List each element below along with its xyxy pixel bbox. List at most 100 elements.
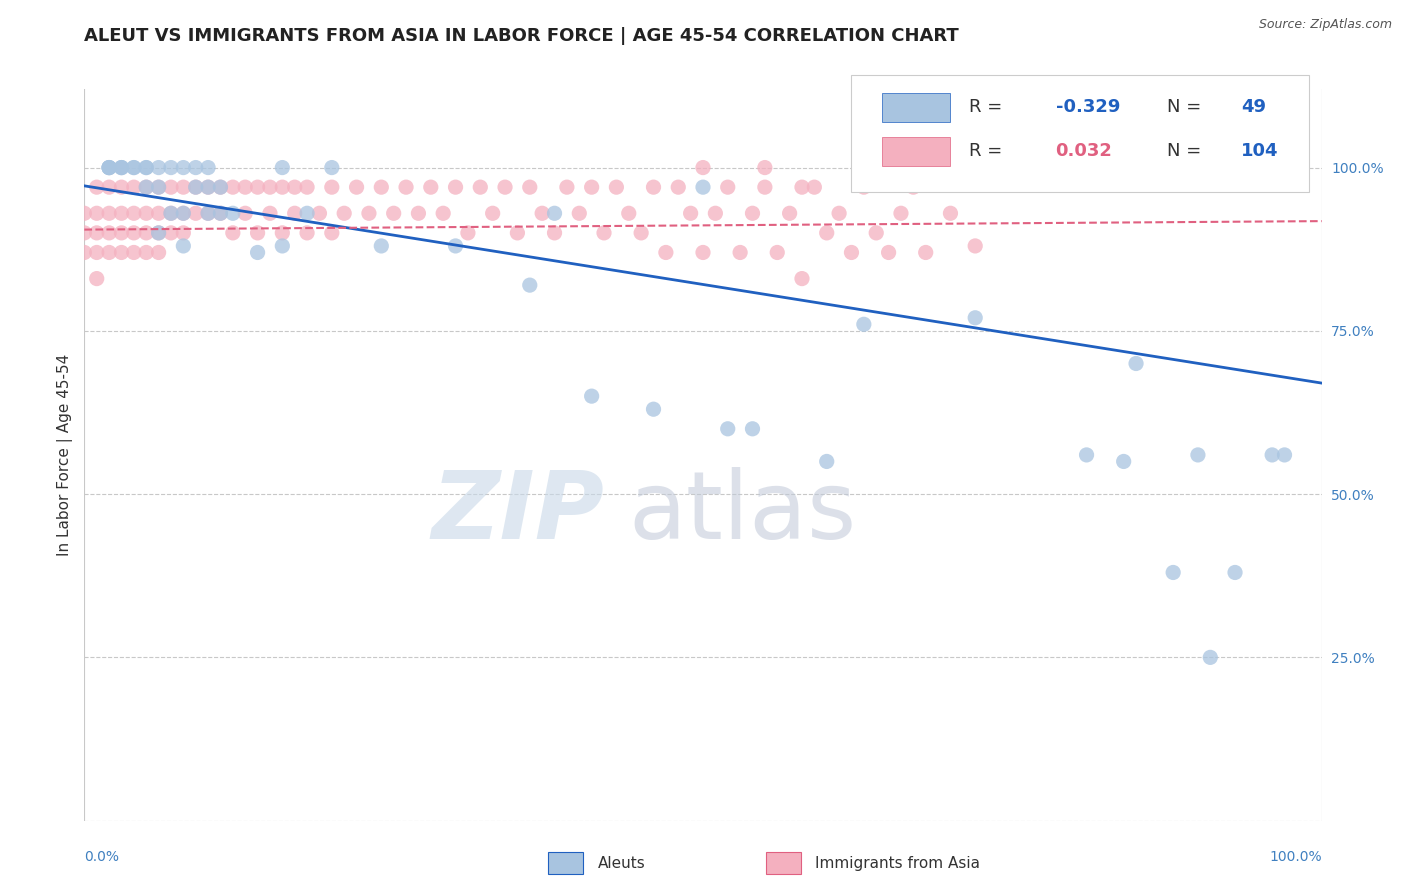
Point bbox=[346, 180, 368, 194]
FancyBboxPatch shape bbox=[883, 93, 950, 122]
Point bbox=[692, 161, 714, 175]
Point bbox=[965, 239, 987, 253]
Point bbox=[519, 278, 541, 293]
Point bbox=[122, 226, 145, 240]
Point bbox=[470, 180, 492, 194]
Point bbox=[1125, 357, 1147, 371]
Point bbox=[73, 226, 96, 240]
Point bbox=[135, 161, 157, 175]
Point bbox=[246, 180, 269, 194]
Text: ALEUT VS IMMIGRANTS FROM ASIA IN LABOR FORCE | AGE 45-54 CORRELATION CHART: ALEUT VS IMMIGRANTS FROM ASIA IN LABOR F… bbox=[84, 27, 959, 45]
Point bbox=[828, 206, 851, 220]
Point bbox=[543, 206, 565, 220]
Point bbox=[172, 226, 194, 240]
Point bbox=[679, 206, 702, 220]
Point bbox=[135, 180, 157, 194]
Point bbox=[197, 180, 219, 194]
Point bbox=[122, 161, 145, 175]
Text: Aleuts: Aleuts bbox=[598, 855, 645, 871]
Point bbox=[222, 226, 245, 240]
Point bbox=[481, 206, 503, 220]
Point bbox=[593, 226, 616, 240]
Point bbox=[86, 245, 108, 260]
Point bbox=[284, 180, 307, 194]
Point bbox=[233, 206, 256, 220]
Point bbox=[519, 180, 541, 194]
Text: 100.0%: 100.0% bbox=[1270, 850, 1322, 863]
Point bbox=[73, 245, 96, 260]
Point bbox=[197, 180, 219, 194]
Point bbox=[110, 206, 132, 220]
Point bbox=[135, 180, 157, 194]
Point bbox=[1187, 448, 1209, 462]
Text: 104: 104 bbox=[1241, 143, 1278, 161]
Point bbox=[295, 226, 318, 240]
Point bbox=[98, 161, 121, 175]
Point bbox=[98, 226, 121, 240]
Point bbox=[333, 206, 356, 220]
Point bbox=[692, 180, 714, 194]
Point bbox=[209, 206, 232, 220]
Point bbox=[135, 245, 157, 260]
Point bbox=[717, 422, 740, 436]
Point bbox=[790, 180, 813, 194]
Point bbox=[160, 226, 183, 240]
Point bbox=[295, 180, 318, 194]
Point bbox=[172, 180, 194, 194]
Point bbox=[1199, 650, 1222, 665]
Point bbox=[160, 180, 183, 194]
Point bbox=[543, 226, 565, 240]
Point bbox=[877, 245, 900, 260]
Point bbox=[506, 226, 529, 240]
Point bbox=[172, 239, 194, 253]
Point bbox=[728, 245, 751, 260]
Point bbox=[555, 180, 578, 194]
Text: N =: N = bbox=[1167, 98, 1206, 117]
Point bbox=[110, 226, 132, 240]
Point bbox=[779, 206, 801, 220]
Point bbox=[172, 161, 194, 175]
Point bbox=[643, 402, 665, 417]
Point bbox=[666, 180, 689, 194]
Point bbox=[605, 180, 627, 194]
Point bbox=[357, 206, 380, 220]
Point bbox=[630, 226, 652, 240]
Point bbox=[110, 161, 132, 175]
Point bbox=[122, 180, 145, 194]
Point bbox=[209, 206, 232, 220]
Point bbox=[321, 161, 343, 175]
Text: ZIP: ZIP bbox=[432, 467, 605, 559]
Y-axis label: In Labor Force | Age 45-54: In Labor Force | Age 45-54 bbox=[58, 354, 73, 556]
Text: 49: 49 bbox=[1241, 98, 1267, 117]
Text: -0.329: -0.329 bbox=[1056, 98, 1121, 117]
Point bbox=[531, 206, 554, 220]
Point bbox=[568, 206, 591, 220]
Point bbox=[184, 180, 207, 194]
Point bbox=[160, 161, 183, 175]
Point bbox=[148, 226, 170, 240]
Point bbox=[86, 226, 108, 240]
Point bbox=[754, 180, 776, 194]
Point bbox=[581, 180, 603, 194]
Point bbox=[903, 180, 925, 194]
Point bbox=[444, 180, 467, 194]
Point bbox=[717, 180, 740, 194]
Text: R =: R = bbox=[969, 143, 1008, 161]
Point bbox=[73, 206, 96, 220]
Point bbox=[419, 180, 441, 194]
Point bbox=[494, 180, 516, 194]
Point bbox=[1076, 448, 1098, 462]
Point bbox=[222, 206, 245, 220]
Point bbox=[1161, 566, 1184, 580]
Point bbox=[1274, 448, 1296, 462]
Point bbox=[754, 161, 776, 175]
Point bbox=[148, 180, 170, 194]
Point bbox=[852, 318, 875, 332]
Point bbox=[370, 239, 392, 253]
Point bbox=[271, 180, 294, 194]
Point bbox=[135, 161, 157, 175]
Point bbox=[815, 226, 838, 240]
Point bbox=[184, 161, 207, 175]
Point bbox=[408, 206, 430, 220]
Point bbox=[382, 206, 405, 220]
